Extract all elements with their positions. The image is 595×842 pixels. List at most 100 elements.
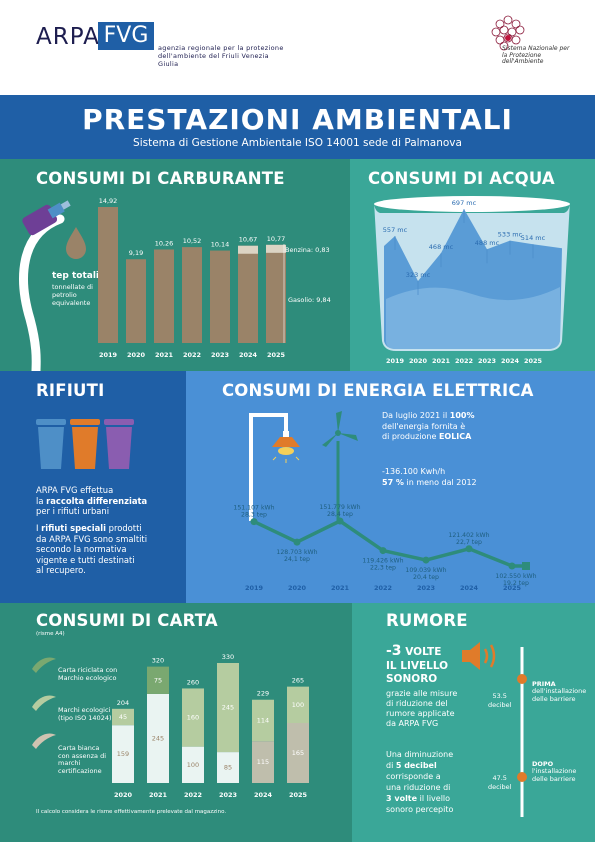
- rumore-3-volte: 3 volte: [386, 794, 418, 803]
- energia-tep-label: 24,1 tep: [284, 556, 310, 563]
- lamp-and-turbine-icon: [249, 411, 358, 521]
- energia-tep-label: 19,2 tep: [503, 580, 529, 587]
- carburante-value-label: 10,14: [211, 241, 230, 249]
- carta-bar-bianca: [182, 746, 204, 783]
- carta-marchi-label: 45: [119, 713, 127, 721]
- rumore-il-livello: il livello: [417, 794, 451, 803]
- acqua-value-label: 323 mc: [406, 271, 431, 279]
- rumore-desc-3: rumore applicate: [386, 709, 455, 718]
- carta-bianca-label: 85: [224, 764, 232, 772]
- arpa-logo-text: ARPA: [36, 24, 100, 50]
- dopo-value: 47.5 decibel: [488, 774, 511, 792]
- decibel-scale: [517, 647, 527, 817]
- rifiuti-p2-line-4: vigente e tutti destinati: [36, 554, 135, 565]
- rumore-5-decibel: 5 decibel: [395, 761, 437, 770]
- energia-note-a: Da luglio 2021 il: [382, 411, 450, 420]
- carburante-year-label: 2021: [155, 351, 174, 359]
- paper-legend-icons: [32, 657, 56, 749]
- carburante-year-label: 2023: [211, 351, 229, 359]
- energia-point: [250, 518, 258, 526]
- acqua-title: CONSUMI DI ACQUA: [368, 169, 555, 188]
- carta-bar-riciclata: [147, 666, 169, 694]
- carta-year-label: 2021: [149, 791, 168, 799]
- rumore-explain-3: corrisponde a: [386, 772, 441, 781]
- energia-kwh-label: 121.402 kWh: [448, 532, 489, 539]
- carta-year-label: 2022: [184, 791, 202, 799]
- carta-bar-bianca: [252, 741, 274, 783]
- prima-desc-2: delle barriere: [532, 694, 576, 703]
- energia-note-pct: 100%: [449, 411, 475, 420]
- carta-marchi-label: 114: [257, 716, 269, 724]
- energia-note-line-3: di produzione EOLICA: [382, 432, 532, 443]
- rifiuti-p1-line-2: la raccolta differenziata: [36, 496, 176, 507]
- carburante-year-label: 2022: [183, 351, 201, 359]
- benzina-label: Benzina: 0,83: [285, 246, 330, 254]
- carburante-value-label: 10,52: [183, 237, 202, 245]
- carta-riciclata-label: 75: [154, 676, 162, 684]
- energia-year-label: 2022: [374, 584, 392, 592]
- carta-panel: CONSUMI DI CARTA (risme A4) Carta ricicl…: [0, 603, 352, 842]
- carta-bianca-label: 115: [257, 758, 269, 766]
- carta-year-label: 2025: [289, 791, 308, 799]
- rumore-headline-line-2: IL LIVELLO: [386, 659, 449, 672]
- energia-saving-line-1: -136.100 Kwh/h: [382, 467, 446, 476]
- energia-tep-label: 22,7 tep: [456, 539, 482, 546]
- carburante-value-label: 10,67: [239, 236, 258, 244]
- rifiuti-p2-line-3: secondo la normativa: [36, 544, 127, 554]
- energia-note: Da luglio 2021 il 100% dell'energia forn…: [382, 411, 532, 443]
- carta-subtitle: (risme A4): [36, 631, 65, 637]
- energia-kwh-label: 128.703 kWh: [276, 549, 317, 556]
- energia-year-label: 2020: [288, 584, 307, 592]
- water-wave: [386, 287, 560, 349]
- rumore-explain-5: 3 volte il livello: [386, 793, 453, 804]
- title-band: PRESTAZIONI AMBIENTALI Sistema di Gestio…: [0, 95, 595, 159]
- carta-title: CONSUMI DI CARTA: [36, 611, 218, 630]
- carta-total-label: 204: [117, 699, 129, 707]
- prima-value: 53.5 decibel: [488, 692, 511, 710]
- carburante-value-label: 10,77: [267, 235, 286, 243]
- energia-saving-line-2: 57 % in meno dal 2012: [382, 478, 552, 489]
- energia-point: [465, 545, 473, 553]
- rumore-minus-3: -3: [386, 643, 402, 659]
- carburante-title: CONSUMI DI CARBURANTE: [36, 169, 285, 188]
- carburante-year-label: 2020: [127, 351, 146, 359]
- carta-marchi-label: 100: [292, 701, 304, 709]
- rifiuti-p2-line-5: al recupero.: [36, 565, 86, 575]
- carta-bianca-label: 245: [152, 734, 164, 742]
- dopo-desc: l'installazione delle barriere: [532, 767, 577, 783]
- carburante-chart: 14,92 2019 9,19 2020 10,26 2021 10,52 2022 10,14…: [98, 197, 286, 359]
- carta-chart: 159 45 204 2020 245 75 320 2021 100 160 260 2022 85 2…: [112, 653, 309, 799]
- carta-total-label: 320: [152, 657, 164, 665]
- energia-kwh-label: 151.107 kWh: [233, 505, 274, 512]
- carta-bar-marchi: [252, 699, 274, 742]
- header: ARPA FVG agenzia regionale per la protez…: [0, 0, 595, 95]
- carta-bar-marchi: [112, 708, 134, 726]
- energia-year-label: 2023: [417, 584, 435, 592]
- carburante-bar: [210, 250, 230, 343]
- energia-tep-label: 20,4 tep: [413, 574, 439, 581]
- legend-bianca: Carta bianca con assenza di marchi certi…: [58, 744, 107, 775]
- rifiuti-panel: RIFIUTI ARPA FVG effettua la raccolta di…: [0, 371, 186, 603]
- energia-title: CONSUMI DI ENERGIA ELETTRICA: [222, 381, 534, 400]
- rifiuti-paragraph-1: ARPA FVG effettua la raccolta differenzi…: [36, 485, 176, 517]
- dopo-desc-1: l'installazione: [532, 767, 577, 775]
- carta-total-label: 265: [292, 677, 304, 685]
- energia-point: [379, 547, 387, 555]
- rumore-panel: RUMORE -3 VOLTE IL LIVELLO SONORO grazie…: [352, 603, 595, 842]
- rumore-explain-1: Una diminuzione: [386, 750, 454, 759]
- carta-marchi-label: 245: [222, 704, 234, 712]
- acqua-year-label: 2019: [386, 357, 405, 365]
- energia-kwh-label: 151.779 kWh: [319, 504, 360, 511]
- carta-bar-bianca: [147, 693, 169, 783]
- energia-point: [336, 517, 344, 525]
- carburante-bar: [182, 247, 202, 343]
- acqua-value-label: 468 mc: [429, 243, 454, 251]
- energia-panel: CONSUMI DI ENERGIA ELETTRICA Da luglio 2…: [186, 371, 595, 603]
- carburante-year-label: 2025: [267, 351, 286, 359]
- rumore-headline-line-1: -3 VOLTE: [386, 643, 448, 660]
- energia-tep-label: 28,4 tep: [327, 511, 353, 518]
- carburante-value-label: 9,19: [129, 249, 143, 257]
- carta-bar-bianca: [287, 723, 309, 783]
- carburante-bar-benzina: [266, 244, 286, 253]
